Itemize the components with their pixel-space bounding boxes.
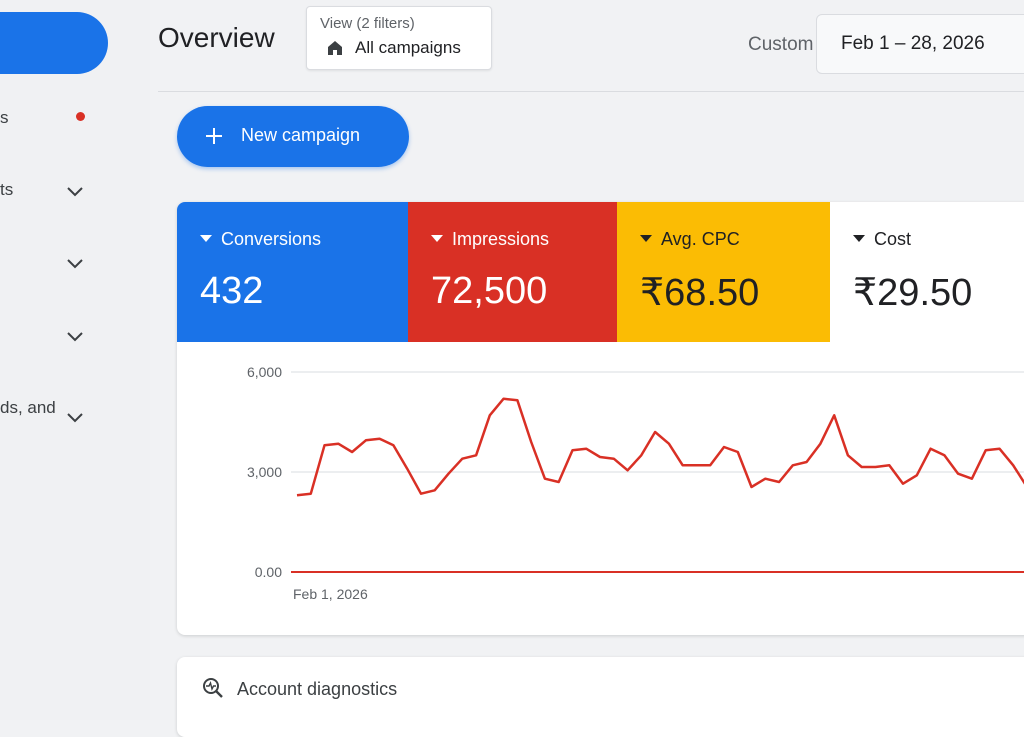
view-filter-value: All campaigns <box>355 38 461 57</box>
view-filter-caption: View (2 filters) <box>320 15 415 32</box>
chevron-down-icon[interactable] <box>66 258 84 270</box>
sidebar-item-5[interactable]: ds, and <box>0 398 150 438</box>
date-range-picker[interactable]: Feb 1 – 28, 2026 <box>816 14 1024 74</box>
sidebar-item-1[interactable]: s <box>0 108 150 148</box>
chevron-down-icon[interactable] <box>66 412 84 424</box>
metric-value: ₹68.50 <box>640 272 760 314</box>
metric-tile-avg-cpc[interactable]: Avg. CPC ₹68.50 <box>617 202 830 342</box>
metric-label: Avg. CPC <box>640 229 740 250</box>
chevron-down-icon[interactable] <box>66 331 84 343</box>
dropdown-triangle-icon <box>640 235 652 242</box>
date-preset-label: Custom <box>748 34 814 55</box>
sidebar-active-pill[interactable] <box>0 12 108 74</box>
dropdown-triangle-icon <box>200 235 212 242</box>
dropdown-triangle-icon <box>853 235 865 242</box>
metric-tile-cost[interactable]: Cost ₹29.50 <box>830 202 1024 342</box>
search-diagnostics-icon <box>201 676 225 700</box>
metric-label: Cost <box>853 229 911 250</box>
account-diagnostics-label: Account diagnostics <box>237 679 398 699</box>
home-icon <box>326 39 344 57</box>
performance-card: Conversions 432 Impressions 72,500 Avg. … <box>177 202 1024 635</box>
y-tick-label: 0.00 <box>255 564 282 580</box>
metric-label: Impressions <box>431 229 549 250</box>
view-filter-selector[interactable]: View (2 filters) All campaigns <box>306 6 492 70</box>
y-tick-label: 6,000 <box>247 364 282 380</box>
metric-tile-conversions[interactable]: Conversions 432 <box>177 202 408 342</box>
y-tick-label: 3,000 <box>247 464 282 480</box>
metric-value: 72,500 <box>431 270 548 312</box>
dropdown-triangle-icon <box>431 235 443 242</box>
header-divider <box>158 91 1024 92</box>
metric-value: ₹29.50 <box>853 272 973 314</box>
sidebar-item-label: ts <box>0 180 14 199</box>
sidebar: s ts ds, and <box>0 0 150 720</box>
plus-icon <box>204 126 224 146</box>
series-line[interactable] <box>296 397 1024 497</box>
metric-value: 432 <box>200 270 264 312</box>
new-campaign-button[interactable]: New campaign <box>177 106 409 167</box>
performance-line-chart[interactable]: 6,000 3,000 0.00 Feb 1, 2026 <box>177 342 1024 635</box>
new-campaign-label: New campaign <box>241 125 361 145</box>
chevron-down-icon[interactable] <box>66 186 84 198</box>
sidebar-item-label: s <box>0 108 9 127</box>
alert-dot-icon <box>76 112 85 121</box>
sidebar-item-4[interactable] <box>0 328 150 368</box>
metric-label: Conversions <box>200 229 321 250</box>
x-tick-label: Feb 1, 2026 <box>293 586 368 602</box>
sidebar-item-label: ds, and <box>0 398 56 417</box>
date-range-value: Feb 1 – 28, 2026 <box>841 33 985 54</box>
metric-tile-impressions[interactable]: Impressions 72,500 <box>408 202 617 342</box>
page-title: Overview <box>158 22 275 53</box>
sidebar-item-3[interactable] <box>0 255 150 295</box>
account-diagnostics-panel[interactable]: Account diagnostics <box>177 657 1024 737</box>
sidebar-item-2[interactable]: ts <box>0 180 150 220</box>
